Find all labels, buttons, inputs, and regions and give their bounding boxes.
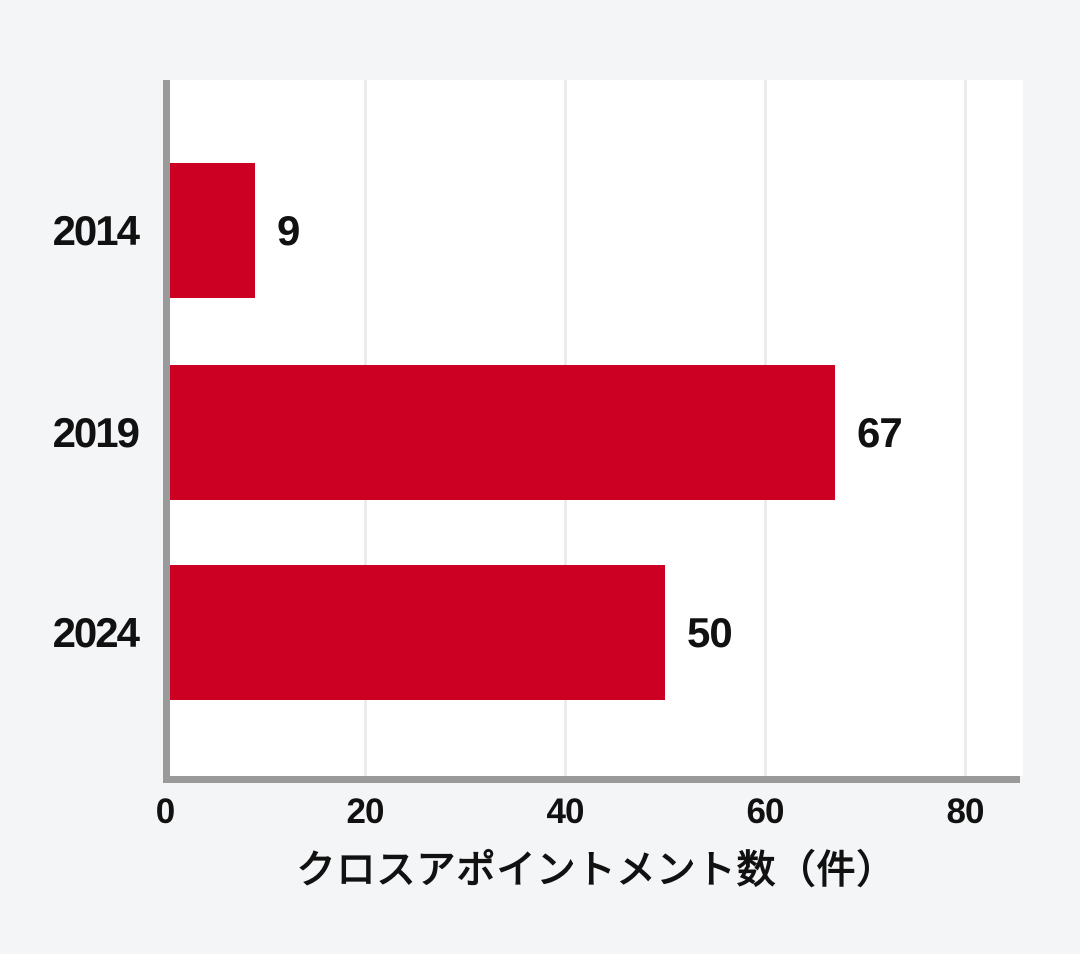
category-label-2014: 2014 [52,206,140,254]
x-tick-label-20: 20 [346,792,385,831]
x-tick-label-0: 0 [155,792,175,831]
category-label-2024: 2024 [52,608,140,656]
y-axis-line [163,80,170,783]
value-label-2019: 67 [857,408,903,456]
value-label-2014: 9 [277,206,300,254]
gridline-80 [964,80,967,776]
x-axis-line [163,776,1020,783]
plot-area: 9 67 50 [170,80,1023,776]
bar-2019 [170,365,835,500]
x-axis-title: クロスアポイントメント数（件） [296,849,897,892]
x-tick-label-60: 60 [746,792,785,831]
x-tick-label-40: 40 [546,792,585,831]
category-label-2019: 2019 [52,408,140,456]
bar-2024 [170,565,665,700]
x-tick-label-80: 80 [946,792,985,831]
value-label-2024: 50 [687,608,733,656]
bar-2014 [170,163,255,298]
